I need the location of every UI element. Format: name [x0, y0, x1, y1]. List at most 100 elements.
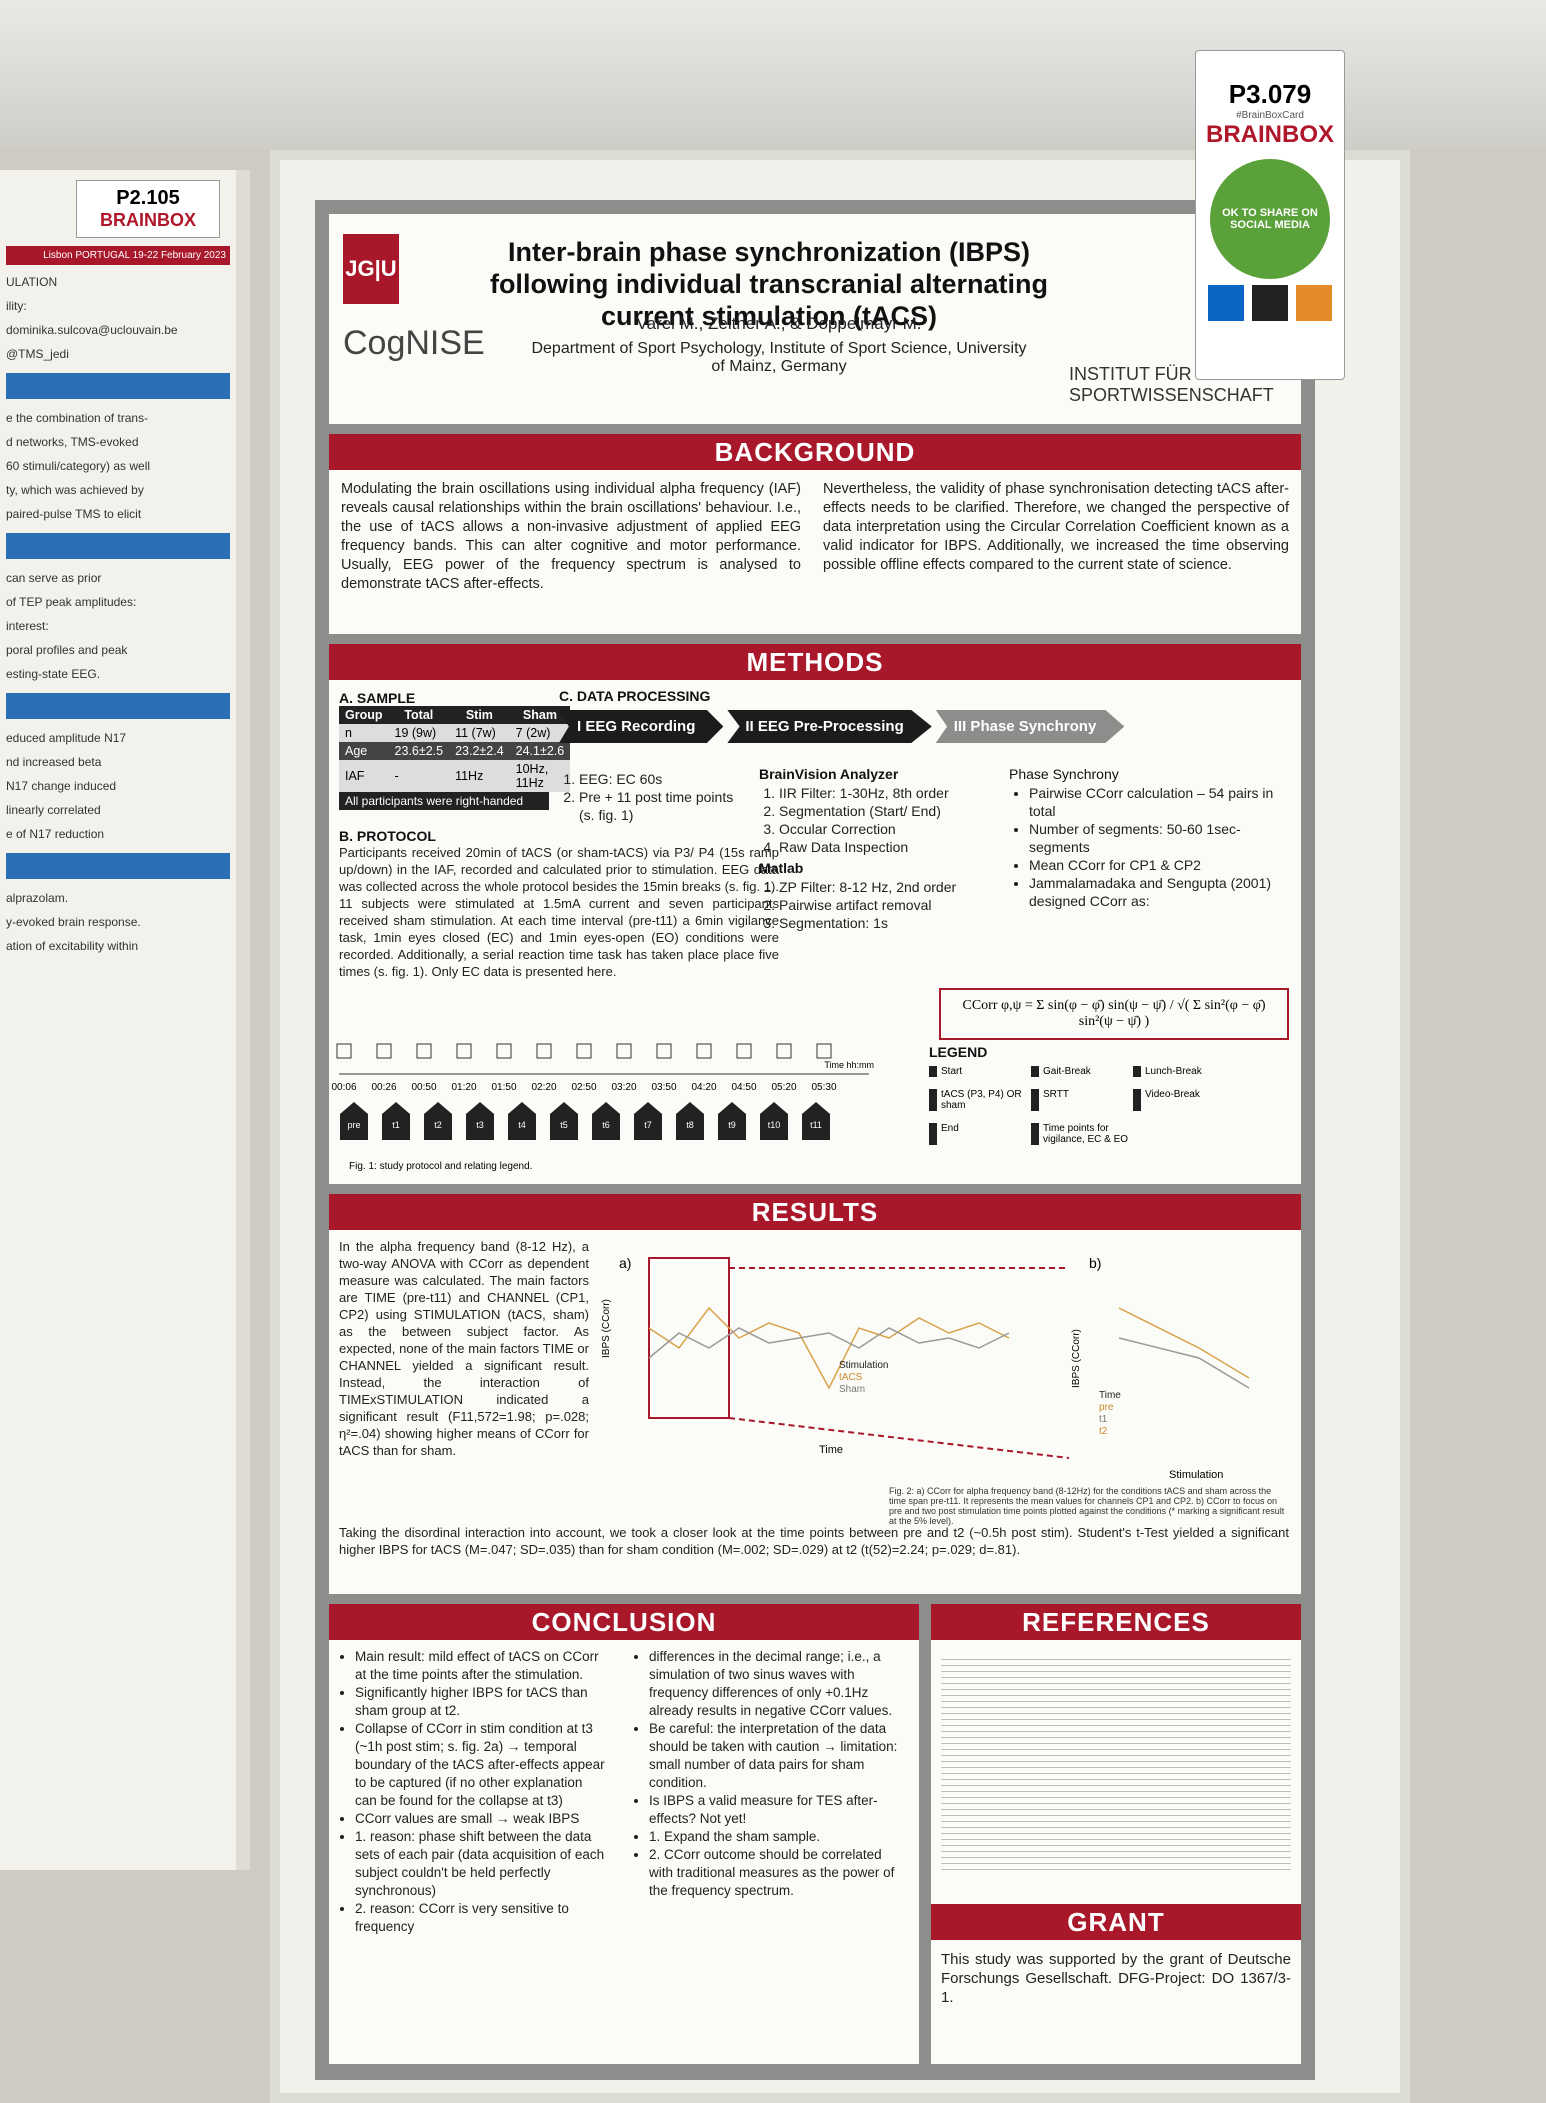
blue-bar — [6, 533, 230, 559]
logo-jgu: JG|U — [343, 234, 399, 304]
x-axis-label: Stimulation — [1169, 1469, 1223, 1481]
recording-item: Pre + 11 post time points (s. fig. 1) — [579, 788, 749, 824]
time-axis-label: Time hh:mm — [824, 1060, 874, 1070]
table-header: Total — [404, 708, 434, 722]
time-point-icon — [802, 1102, 830, 1140]
conclusion-item: Significantly higher IBPS for tACS than … — [355, 1684, 605, 1720]
conclusion-item: Is IBPS a valid measure for TES after-ef… — [649, 1792, 909, 1828]
event-icon — [616, 1043, 632, 1059]
text-fragment: ility: — [6, 299, 27, 313]
conclusion-left: Main result: mild effect of tACS on CCor… — [335, 1648, 605, 1936]
blue-bar — [6, 853, 230, 879]
blue-bar — [6, 693, 230, 719]
time-point-icon — [382, 1102, 410, 1140]
event-icon — [416, 1043, 432, 1059]
figure-legend-item: Stimulation — [839, 1360, 888, 1371]
neighbor-card: P2.105 BRAINBOX — [76, 180, 220, 238]
timeline: 00:06 00:26 00:50 01:20 01:50 02:20 02:50 03:20… — [331, 1043, 874, 1172]
matlab-item: ZP Filter: 8-12 Hz, 2nd order — [779, 878, 994, 896]
text-fragment: of TEP peak amplitudes: — [6, 595, 137, 609]
table-cell: 11 (7w) — [455, 726, 496, 740]
zoom-line — [728, 1417, 1070, 1459]
event-icon — [736, 1043, 752, 1059]
phase-item: Number of segments: 50-60 1sec-segments — [1029, 820, 1289, 856]
table-cell: 19 (9w) — [394, 726, 437, 740]
phase-heading: Phase Synchrony — [1009, 766, 1119, 782]
reference-lines — [941, 1654, 1291, 1874]
background-right: Nevertheless, the validity of phase sync… — [823, 481, 1289, 573]
text-fragment: alprazolam. — [6, 891, 69, 905]
conclusion-section: CONCLUSION Main result: mild effect of t… — [329, 1604, 919, 2064]
recording-item: EEG: EC 60s — [579, 770, 749, 788]
conclusion-item: CCorr values are small → weak IBPS — [355, 1810, 605, 1828]
text-fragment: paired-pulse TMS to elicit — [6, 507, 142, 521]
time-label: 04:50 — [731, 1082, 756, 1093]
legend: LEGEND Start Gait-Break Lunch-Break tACS (P… — [929, 1044, 1294, 1151]
time-point-icon — [718, 1102, 746, 1140]
matlab-item: Pairwise artifact removal — [779, 896, 994, 914]
table-header: Stim — [465, 708, 493, 722]
time-point-icon — [634, 1102, 662, 1140]
table-cell: Age — [345, 744, 368, 758]
processing: C. DATA PROCESSING I EEG Recording II EEG… — [559, 688, 1294, 1040]
legend-item: Lunch-Break — [1133, 1066, 1235, 1077]
text-fragment: esting-state EEG. — [6, 667, 101, 681]
time-label: 03:50 — [651, 1082, 676, 1093]
authors: Varel M., Zeitner A., & Doppelmayr M. — [636, 314, 922, 333]
event-icon — [456, 1043, 472, 1059]
figure-legend-item: tACS — [839, 1372, 863, 1383]
table-cell: 11Hz — [455, 769, 484, 783]
legend-item: Video-Break — [1133, 1089, 1235, 1111]
legend-item: Start — [929, 1066, 1031, 1077]
background-heading: BACKGROUND — [329, 434, 1301, 470]
event-icon — [496, 1043, 512, 1059]
references-heading: REFERENCES — [931, 1604, 1301, 1640]
poster: JG|U CogNISE Inter-brain phase synchroni… — [315, 200, 1315, 2080]
event-icon — [656, 1043, 672, 1059]
sample: A. SAMPLE Group Total Stim Sham n 19 (9w) 11 (… — [339, 690, 571, 810]
conclusion-right: differences in the decimal range; i.e., … — [629, 1648, 909, 1900]
conclusion-item: Main result: mild effect of tACS on CCor… — [355, 1648, 605, 1684]
time-point-icon — [592, 1102, 620, 1140]
time-point-icon — [508, 1102, 536, 1140]
phase-list: Pairwise CCorr calculation – 54 pairs in… — [1009, 784, 1289, 910]
text-fragment: N17 change induced — [6, 779, 117, 793]
bva-item: IIR Filter: 1-30Hz, 8th order — [779, 784, 994, 802]
protocol-heading: B. PROTOCOL — [339, 828, 436, 844]
figure-legend-item: Sham — [839, 1384, 865, 1395]
sample-heading: A. SAMPLE — [339, 690, 416, 706]
conclusion-item: Be careful: the interpretation of the da… — [649, 1720, 909, 1792]
results-text2: Taking the disordinal interaction into a… — [339, 1525, 1289, 1557]
time-point-label: t8 — [686, 1120, 694, 1130]
neighbor-poster: P2.105 BRAINBOX Lisbon PORTUGAL 19-22 Fe… — [0, 170, 250, 1870]
matlab-heading: Matlab — [759, 860, 804, 876]
series-line — [1118, 1337, 1250, 1389]
time-label: 00:06 — [331, 1082, 356, 1093]
text-fragment: nd increased beta — [6, 755, 102, 769]
background-left: Modulating the brain oscillations using … — [341, 481, 801, 592]
time-label: 01:20 — [451, 1082, 476, 1093]
bva-list: IIR Filter: 1-30Hz, 8th orderSegmentatio… — [759, 784, 994, 856]
fig-a-label: a) — [619, 1255, 631, 1271]
table-row: IAF - 11Hz 10Hz, 11Hz — [339, 760, 571, 792]
legend-items: Start Gait-Break Lunch-Break tACS (P3, P4) … — [929, 1060, 1294, 1151]
table-row: n 19 (9w) 11 (7w) 7 (2w) — [339, 724, 571, 742]
time-point-label: t7 — [644, 1120, 652, 1130]
time-point-label: t5 — [560, 1120, 568, 1130]
time-point-icon — [760, 1102, 788, 1140]
time-point-label: t11 — [810, 1120, 822, 1130]
text-fragment: y-evoked brain response. — [6, 915, 141, 929]
bva-heading: BrainVision Analyzer — [759, 766, 899, 782]
time-label: 02:20 — [531, 1082, 556, 1093]
conclusion-item: differences in the decimal range; i.e., … — [649, 1648, 909, 1720]
text-fragment: ULATION — [6, 275, 58, 289]
figure-legend-item: pre — [1099, 1402, 1114, 1413]
share-sticker: OK TO SHARE ON SOCIAL MEDIA — [1210, 159, 1330, 279]
text-fragment: e of N17 reduction — [6, 827, 105, 841]
series-line — [648, 1327, 1010, 1359]
neighbor-brand: BRAINBOX — [99, 210, 196, 230]
y-axis-label: IBPS (CCorr) — [1071, 1329, 1082, 1388]
affiliation: Department of Sport Psychology, Institut… — [531, 340, 1027, 375]
step-sub: 32 channels | 1000Hz — [599, 746, 696, 757]
